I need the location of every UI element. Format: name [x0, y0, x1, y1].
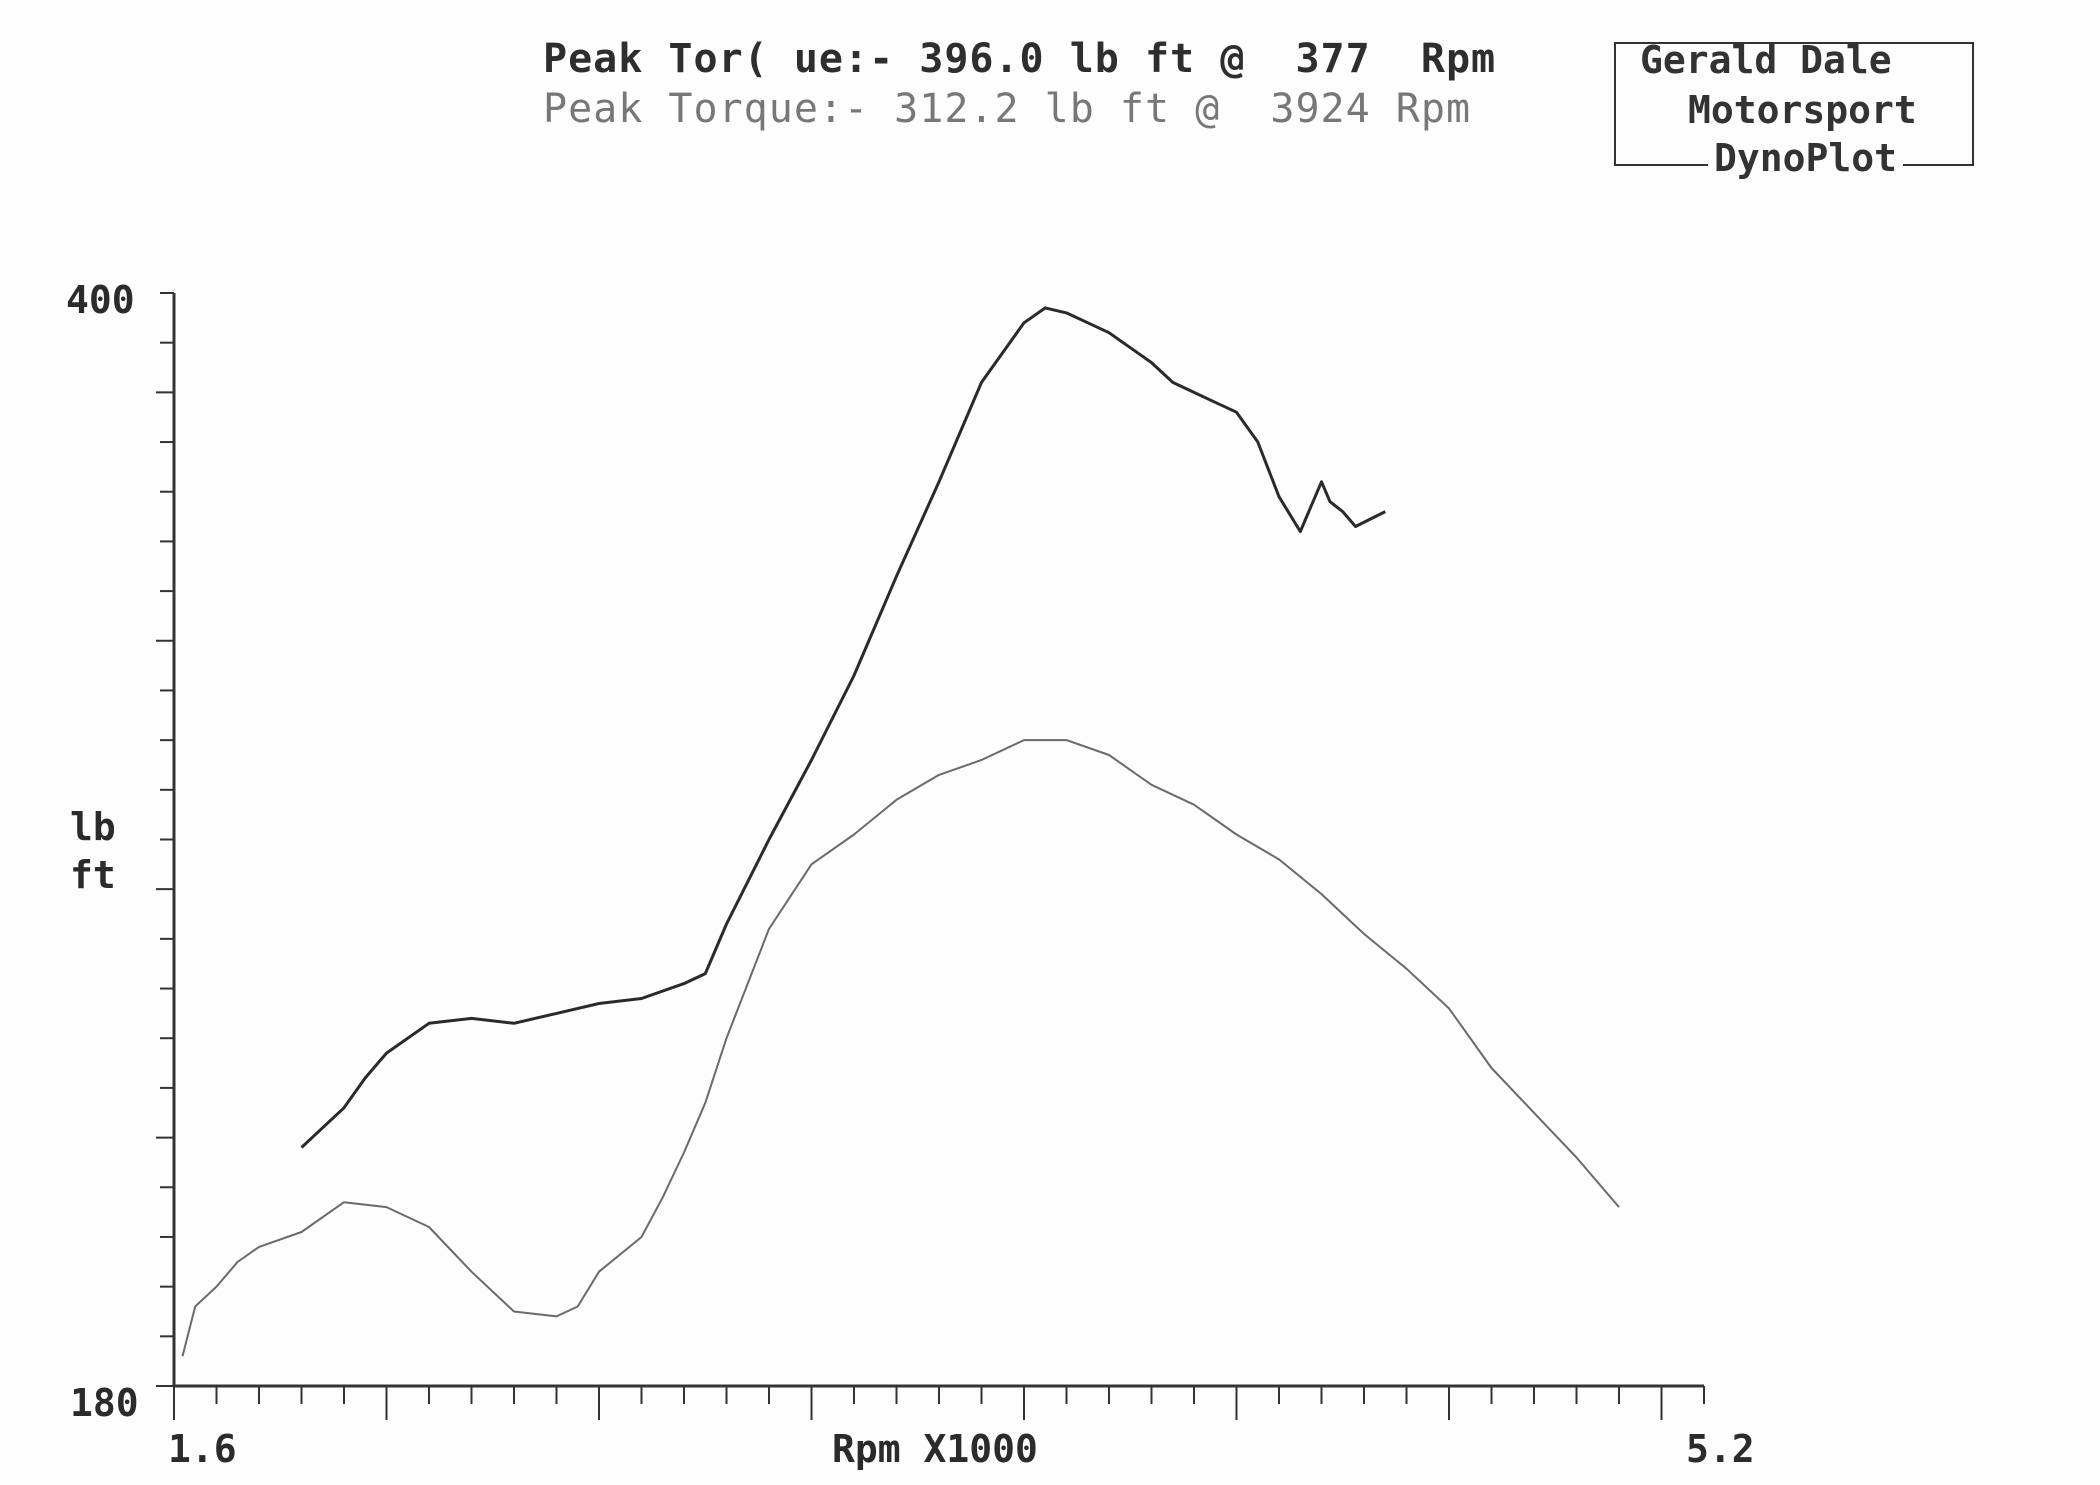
peak-torque-line-1: Peak Tor( ue:- 396.0 lb ft @ 377 Rpm [543, 36, 1497, 82]
chart-series [181, 306, 1620, 1357]
series-line-1 [300, 306, 1386, 1149]
y-axis-label-line-1: lb [70, 805, 116, 849]
y-tick-label-min: 180 [70, 1381, 139, 1425]
series-line-2 [181, 739, 1620, 1357]
brand-name-line-1: Gerald Dale [1640, 38, 1892, 82]
brand-product-name: DynoPlot [1708, 136, 1904, 180]
chart-axes [172, 293, 1704, 1388]
x-tick-label-min: 1.6 [168, 1427, 237, 1471]
x-tick-label-max: 5.2 [1686, 1427, 1755, 1471]
y-axis-label-line-2: ft [70, 853, 116, 897]
peak-torque-line-2: Peak Torque:- 312.2 lb ft @ 3924 Rpm [543, 86, 1472, 132]
x-axis-label: Rpm X1000 [832, 1427, 1038, 1471]
y-tick-label-max: 400 [66, 278, 135, 322]
brand-name-line-2: Motorsport [1688, 88, 1917, 132]
chart-labels: 400 180 1.6 5.2 Rpm X1000 lb ft [66, 278, 1755, 1471]
chart-ticks [156, 292, 1705, 1420]
